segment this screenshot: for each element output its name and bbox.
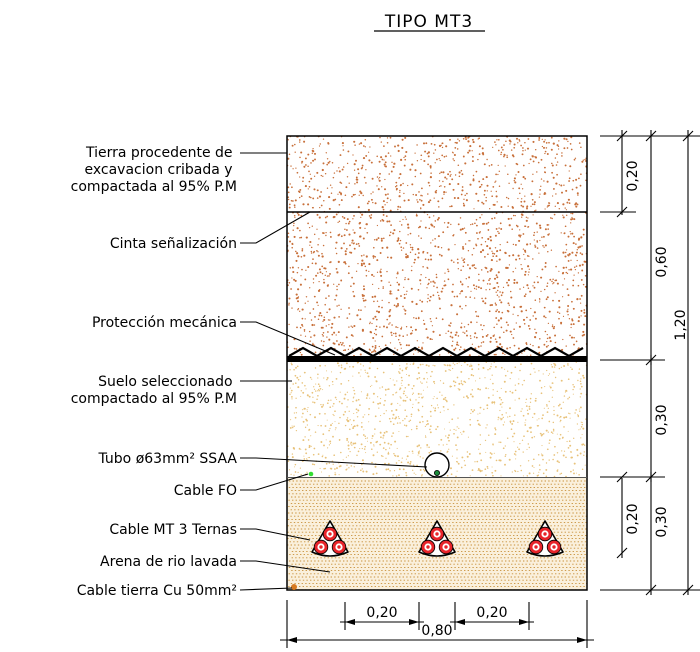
mt-trefoil-1 <box>311 520 349 557</box>
dim-1-20: 1,20 <box>673 309 689 340</box>
label-conduit-tube: Tubo ø63mm² SSAA <box>98 451 238 467</box>
mt-trefoil-2 <box>418 520 456 557</box>
trench-outline <box>286 135 588 591</box>
dim-0-20-right: 0,20 <box>476 605 507 621</box>
label-fiber-optic: Cable FO <box>174 483 237 499</box>
fiber-optic-cable <box>308 471 314 477</box>
earth-cable <box>291 584 297 590</box>
label-mechanical-protection: Protección mecánica <box>92 315 237 331</box>
dim-0-20-left: 0,20 <box>366 605 397 621</box>
dim-0-30-mid: 0,30 <box>654 404 670 435</box>
label-mt-cables: Cable MT 3 Ternas <box>109 522 237 538</box>
dim-0-80: 0,80 <box>421 623 452 639</box>
label-river-sand: Arena de rio lavada <box>100 554 237 570</box>
dimension-arrowheads <box>287 619 587 643</box>
selected-soil-fill <box>287 362 587 477</box>
vertical-dimension-lines <box>600 130 700 596</box>
excavated-soil-fill <box>287 136 587 358</box>
dim-0-20-top: 0,20 <box>625 160 641 191</box>
mt-trefoil-3 <box>526 520 564 557</box>
dim-0-20-bottom: 0,20 <box>625 503 641 534</box>
leader-lines <box>239 152 428 591</box>
mt-cable-trefoils <box>311 520 564 557</box>
mechanical-protection <box>287 346 587 362</box>
label-earth-cable: Cable tierra Cu 50mm² <box>77 583 237 599</box>
label-excavated-soil: Tierra procedente de excavacion cribada … <box>71 145 237 195</box>
dim-0-60: 0,60 <box>654 246 670 277</box>
dim-0-30-bottom: 0,30 <box>654 506 670 537</box>
drawing-title: TIPO MT3 <box>384 12 473 32</box>
conduit-tube <box>424 452 450 478</box>
label-warning-tape: Cinta señalización <box>110 236 237 252</box>
label-selected-soil: Suelo seleccionado compactado al 95% P.M <box>71 374 237 407</box>
conduit-inner-cable <box>433 469 440 476</box>
